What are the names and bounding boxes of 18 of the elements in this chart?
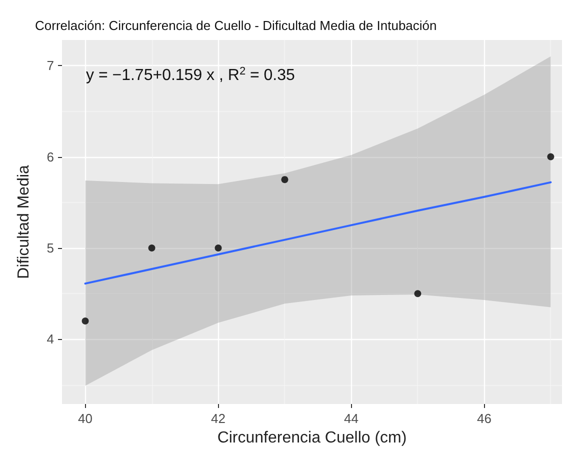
chart-title: Correlación: Circunferencia de Cuello - Dificultad Media de Intubación — [35, 18, 437, 33]
x-axis-title: Circunferencia Cuello (cm) — [217, 430, 407, 446]
point — [414, 290, 422, 298]
y-axis-title: Dificultad Media — [16, 164, 32, 279]
y-tick-label: 5 — [46, 240, 54, 256]
point — [547, 153, 554, 160]
x-tick-label: 44 — [344, 411, 358, 426]
y-tick-label: 7 — [46, 58, 54, 74]
y-tick-label: 4 — [46, 332, 54, 347]
line-series — [84, 181, 552, 285]
x-tick-label: 40 — [78, 411, 93, 426]
point — [82, 317, 89, 324]
point — [281, 176, 288, 184]
x-tick-label: 46 — [476, 411, 492, 426]
x-tick-label: 42 — [211, 411, 226, 426]
point — [214, 244, 222, 252]
y-tick-label: 6 — [46, 149, 54, 164]
point — [148, 244, 156, 252]
